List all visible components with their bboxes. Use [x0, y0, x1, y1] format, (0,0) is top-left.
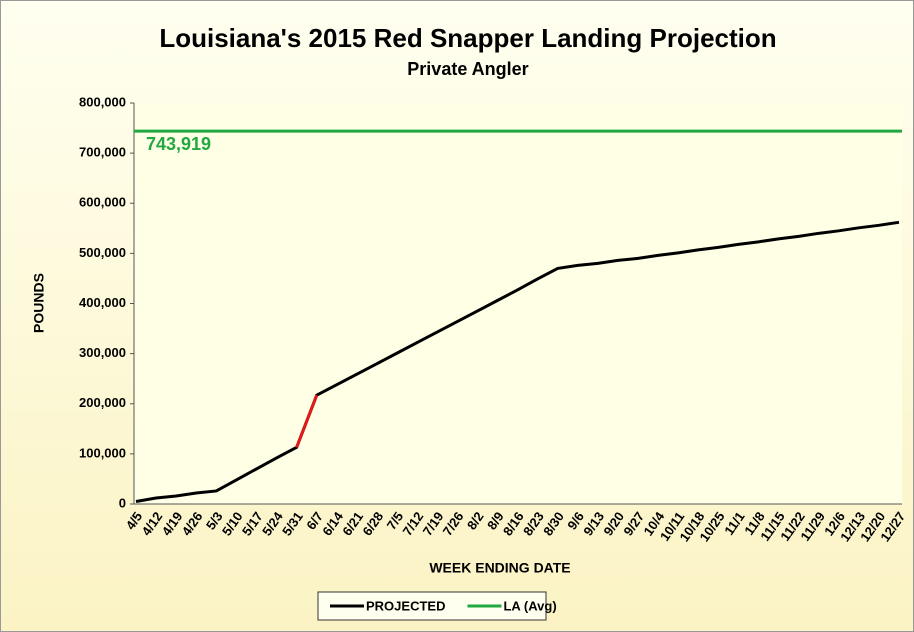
y-tick-label: 400,000 — [79, 295, 126, 310]
y-tick-label: 300,000 — [79, 345, 126, 360]
reference-label: 743,919 — [146, 134, 211, 154]
plot-area — [134, 103, 902, 504]
legend-label: PROJECTED — [366, 598, 445, 613]
y-tick-label: 500,000 — [79, 245, 126, 260]
legend-label: LA (Avg) — [503, 598, 556, 613]
x-axis-title: WEEK ENDING DATE — [429, 560, 570, 576]
y-tick-label: 200,000 — [79, 395, 126, 410]
y-tick-label: 0 — [119, 495, 126, 510]
highlight-segment — [295, 394, 319, 448]
y-tick-label: 700,000 — [79, 145, 126, 160]
y-tick-label: 100,000 — [79, 445, 126, 460]
y-tick-label: 800,000 — [79, 94, 126, 109]
y-axis-title: POUNDS — [31, 273, 47, 333]
y-tick-label: 600,000 — [79, 195, 126, 210]
chart-title: Louisiana's 2015 Red Snapper Landing Pro… — [159, 23, 776, 53]
chart-subtitle: Private Angler — [407, 59, 528, 79]
line-series — [135, 220, 900, 503]
